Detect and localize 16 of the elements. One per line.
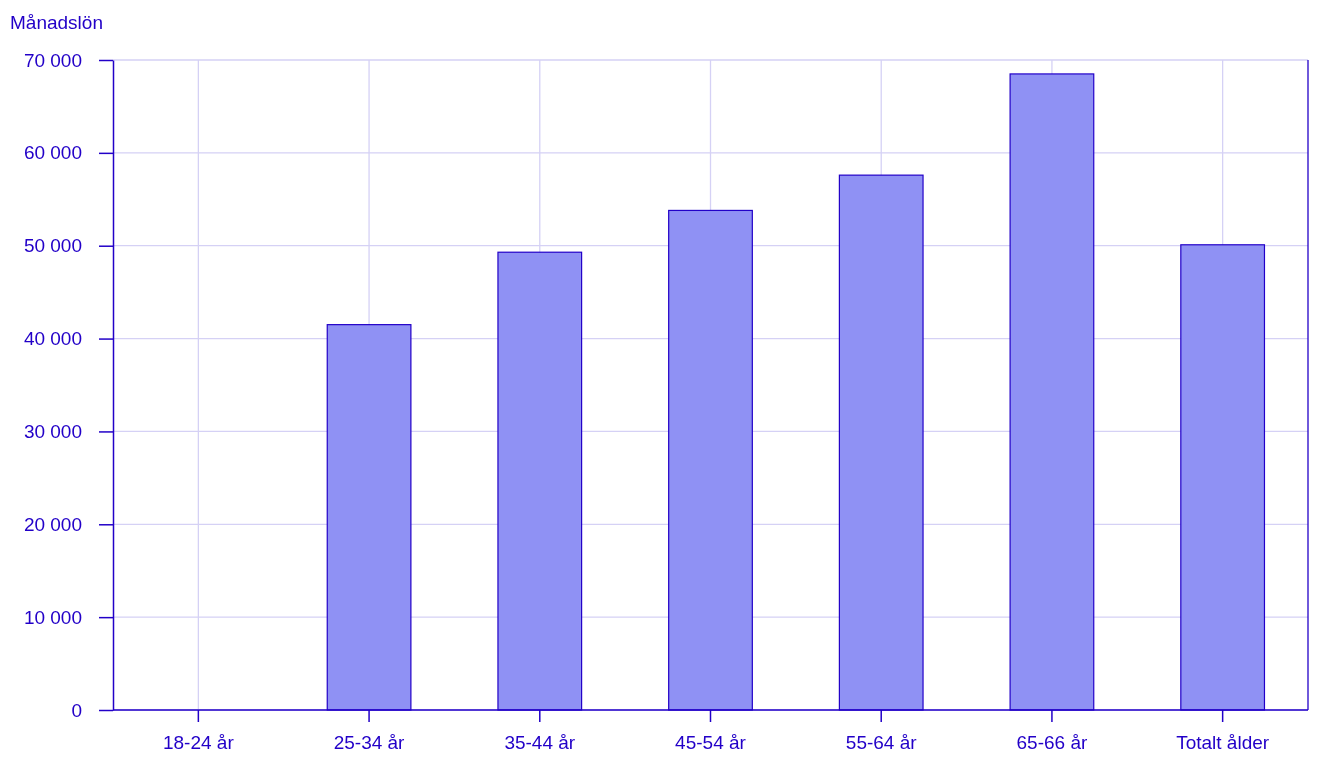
y-tick-label: 60 000 [23,142,82,164]
y-tick-label: 70 000 [23,49,82,71]
y-tick-label: 20 000 [23,513,82,535]
y-tick-label: 10 000 [23,606,82,628]
y-tick-label: 40 000 [23,328,82,350]
x-tick-label: Totalt ålder [1176,732,1270,754]
x-tick-label: 55-64 år [845,732,918,754]
x-tick-label: 65-66 år [1016,732,1088,754]
x-tick-label: 18-24 år [162,732,235,754]
x-tick-label: 25-34 år [333,732,406,754]
y-tick-label: 30 000 [23,421,82,443]
x-tick-label: 35-44 år [504,732,576,754]
y-axis-title: Månadslön [10,12,103,33]
x-tick-label: 45-54 år [675,732,747,754]
y-tick-label: 50 000 [23,235,82,257]
y-tick-label: 0 [71,699,82,721]
